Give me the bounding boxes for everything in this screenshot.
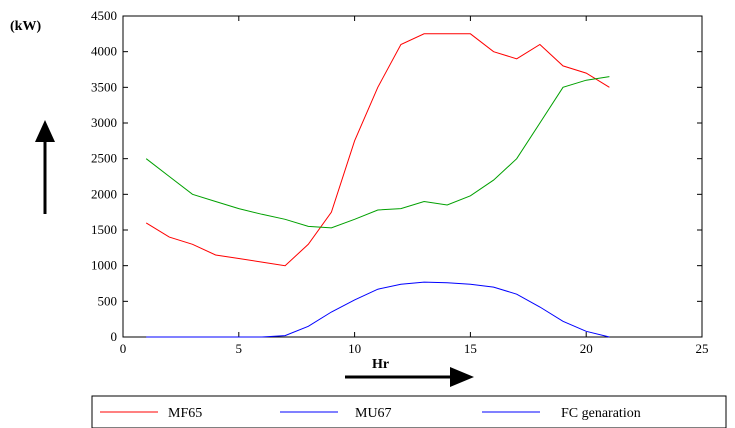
series-line-mu67	[145, 76, 610, 229]
x-tick-label: 10	[348, 341, 361, 356]
y-tick-label: 2000	[91, 186, 117, 201]
legend: MF65 MU67 FC genaration	[91, 395, 727, 428]
x-tick-label: 5	[236, 341, 243, 356]
y-tick-label: 500	[98, 293, 118, 308]
legend-label-mu67: MU67	[355, 406, 392, 421]
y-axis: 0 500 1000 1500 2000 2500 3000 3500 4000 4500	[91, 8, 702, 344]
series-line-mf65	[145, 33, 610, 267]
y-tick-label: 4500	[91, 8, 117, 23]
y-axis-label: (kW)	[10, 19, 41, 34]
y-tick-label: 2500	[91, 151, 117, 166]
y-tick-label: 3500	[91, 79, 117, 94]
y-tick-label: 1000	[91, 258, 117, 273]
y-tick-label: 3000	[91, 115, 117, 130]
right-arrow-icon	[345, 367, 474, 387]
y-tick-label: 1500	[91, 222, 117, 237]
legend-label-fc-generation: FC genaration	[561, 406, 641, 421]
series-lines	[145, 33, 610, 338]
plot-frame	[122, 15, 703, 338]
x-tick-label: 25	[696, 341, 709, 356]
x-axis: 0 5 10 15 20 25	[120, 16, 709, 356]
x-axis-label: Hr	[372, 357, 389, 372]
x-tick-label: 0	[120, 341, 127, 356]
y-tick-label: 4000	[91, 44, 117, 59]
y-tick-label: 0	[111, 329, 118, 344]
x-tick-label: 20	[580, 341, 593, 356]
legend-label-mf65: MF65	[168, 406, 202, 421]
legend-box	[91, 395, 727, 428]
up-arrow-icon	[35, 120, 55, 214]
x-tick-label: 15	[464, 341, 477, 356]
series-line-fc-genaration	[146, 281, 610, 338]
